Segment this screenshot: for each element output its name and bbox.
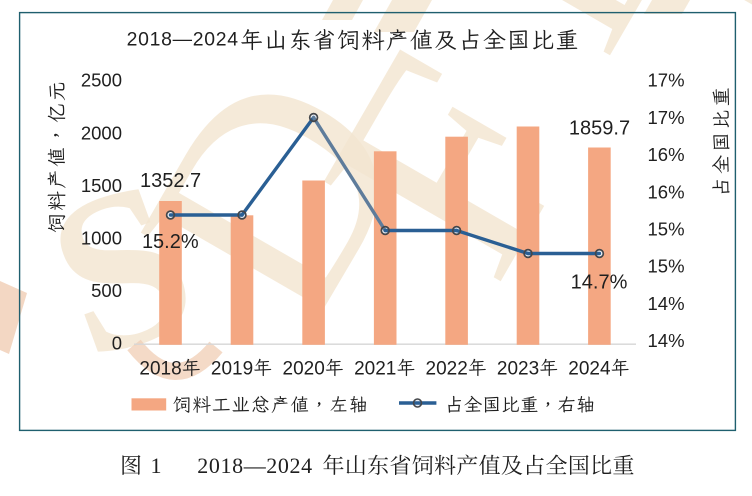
svg-text:15%: 15% (648, 219, 685, 240)
svg-text:15.2%: 15.2% (142, 231, 199, 253)
svg-text:1: 1 (151, 453, 162, 478)
svg-text:14.7%: 14.7% (571, 272, 628, 294)
svg-text:2018: 2018 (139, 359, 181, 380)
svg-text:1000: 1000 (81, 228, 122, 249)
svg-text:1500: 1500 (81, 175, 122, 196)
svg-text:16%: 16% (648, 181, 685, 202)
svg-text:14%: 14% (648, 330, 685, 351)
svg-text:0: 0 (112, 333, 122, 354)
svg-text:2018—2024: 2018—2024 (197, 453, 312, 478)
svg-text:2023: 2023 (497, 359, 539, 380)
svg-text:2024: 2024 (568, 359, 611, 380)
svg-text:500: 500 (91, 280, 122, 301)
svg-text:1352.7: 1352.7 (140, 170, 201, 192)
svg-text:17%: 17% (648, 70, 685, 91)
svg-text:15%: 15% (648, 256, 685, 277)
svg-text:1859.7: 1859.7 (569, 117, 630, 139)
svg-text:2019: 2019 (211, 359, 253, 380)
svg-text:17%: 17% (648, 107, 685, 128)
svg-text:2018—2024: 2018—2024 (127, 28, 239, 50)
svg-text:14%: 14% (648, 293, 685, 314)
svg-text:2500: 2500 (81, 70, 122, 91)
svg-text:2022: 2022 (426, 359, 468, 380)
svg-text:2000: 2000 (81, 122, 122, 143)
svg-text:16%: 16% (648, 144, 685, 165)
svg-text:2021: 2021 (354, 359, 396, 380)
svg-text:2020: 2020 (283, 359, 325, 380)
